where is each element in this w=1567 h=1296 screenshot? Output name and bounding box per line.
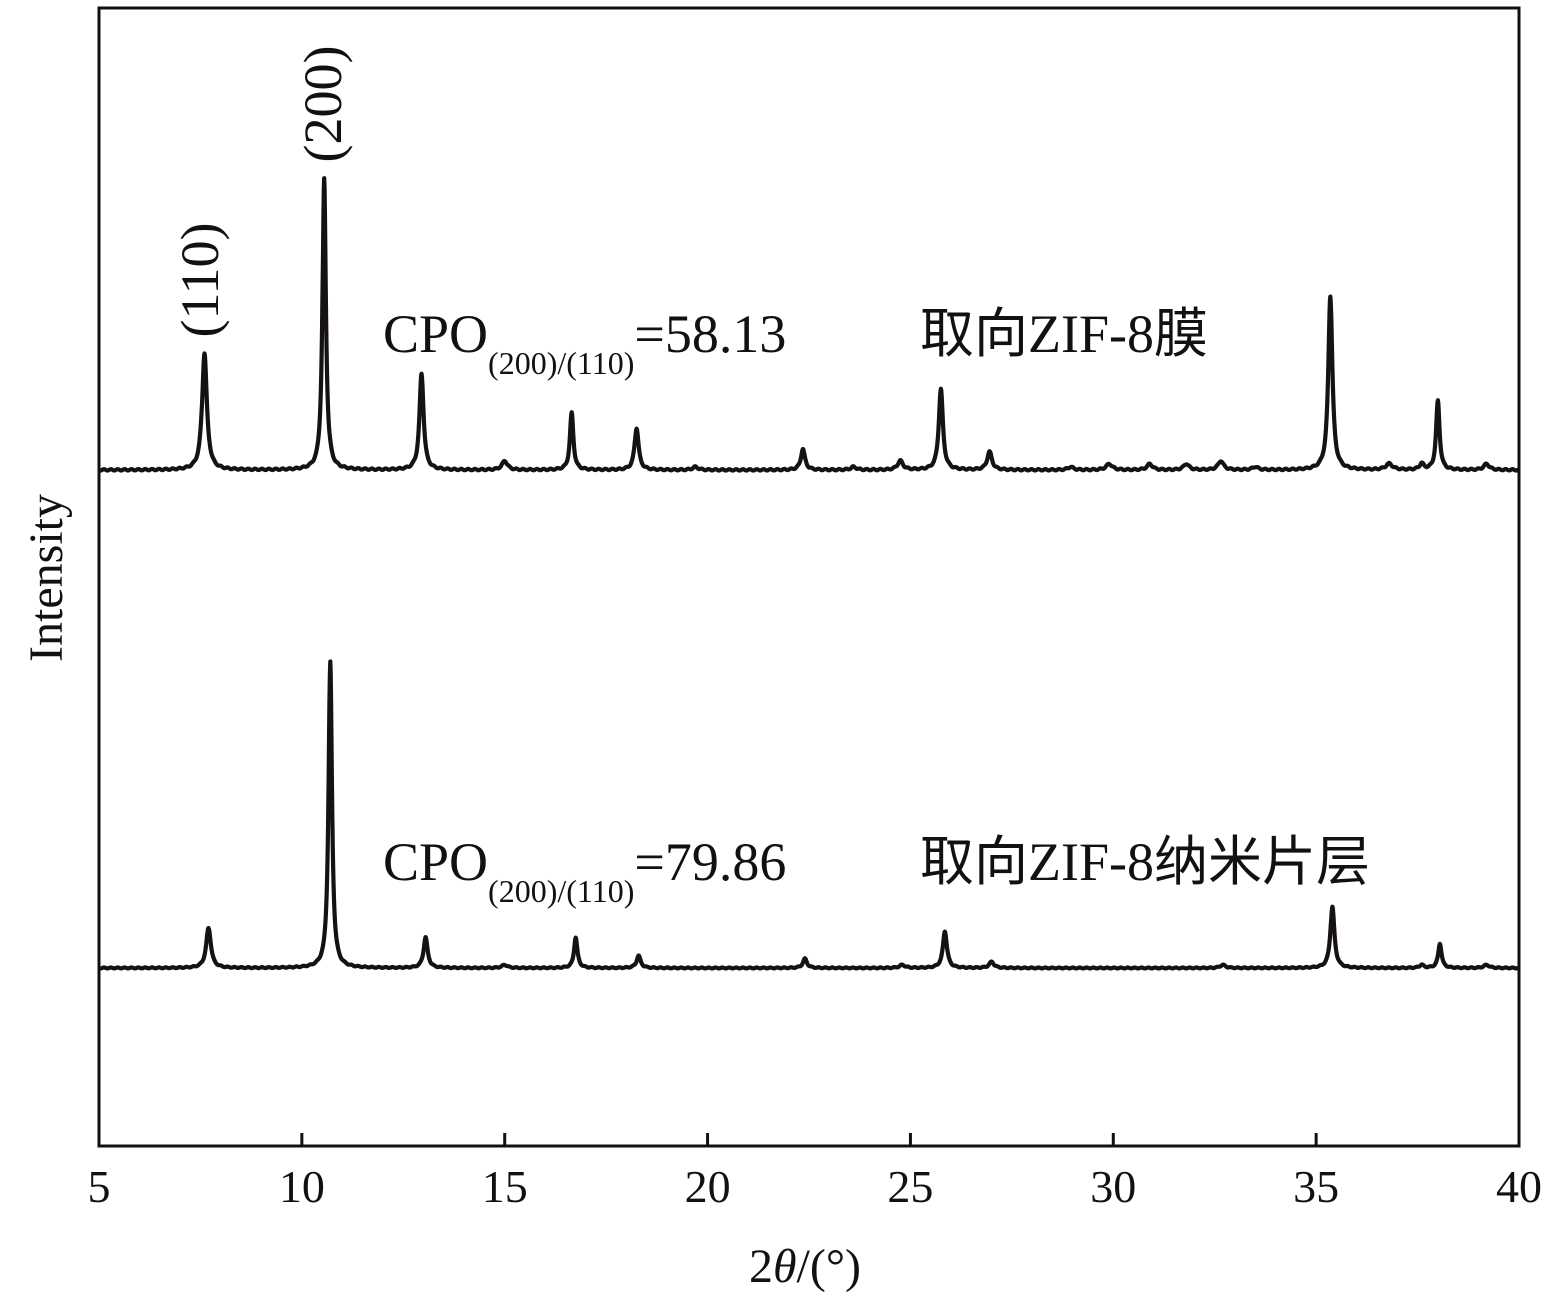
x-axis-label: 2θ/(°): [749, 1240, 861, 1293]
plot-frame: [97, 6, 1521, 1148]
x-tick-label: 20: [685, 1161, 731, 1212]
x-axis-ticks: 5 10 15 20 25 30 35 40: [88, 1133, 1542, 1212]
x-tick-label: 30: [1090, 1161, 1136, 1212]
xrd-series-line: [97, 659, 1521, 971]
series-lines: [97, 176, 1521, 971]
annotations: (110)(200)CPO(200)/(110)=58.13 取向ZIF-8膜CP…: [170, 46, 1370, 909]
cpo-annotation: CPO(200)/(110)=79.86: [383, 832, 786, 909]
x-tick-label: 10: [279, 1161, 325, 1212]
cpo-value: =58.13: [634, 304, 786, 364]
x-tick-label: 15: [482, 1161, 528, 1212]
x-tick-label: 40: [1496, 1161, 1542, 1212]
y-axis-label: Intensity: [20, 494, 73, 662]
cpo-value: =79.86: [634, 832, 786, 892]
cpo-subscript: (200)/(110): [488, 345, 634, 381]
peak-label: (200): [293, 46, 353, 163]
x-tick-label: 25: [887, 1161, 933, 1212]
cpo-label: CPO: [383, 304, 488, 364]
cpo-label: CPO: [383, 832, 488, 892]
cpo-annotation: CPO(200)/(110)=58.13: [383, 304, 786, 381]
peak-label: (110): [170, 223, 230, 338]
xrd-series-line: [97, 176, 1521, 473]
cpo-subscript: (200)/(110): [488, 873, 634, 909]
x-tick-label: 5: [88, 1161, 111, 1212]
series-name: 取向ZIF-8纳米片层: [920, 832, 1370, 892]
series-name: 取向ZIF-8膜: [920, 304, 1208, 364]
x-tick-label: 35: [1293, 1161, 1339, 1212]
